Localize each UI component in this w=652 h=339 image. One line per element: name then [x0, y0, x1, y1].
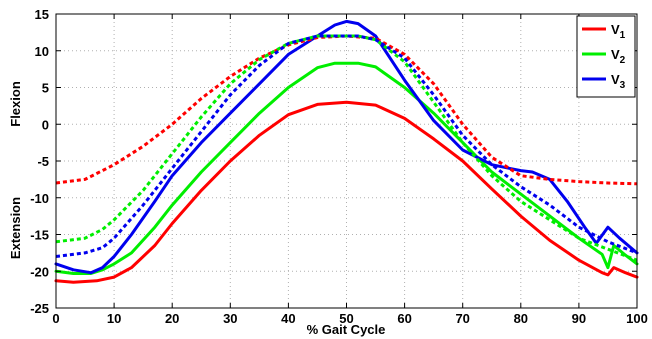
legend-label-letter: V: [611, 47, 620, 62]
x-tick-label: 60: [397, 311, 411, 326]
series-line-2: [54, 61, 639, 275]
y-tick-label: 15: [35, 7, 49, 22]
legend-label-subscript: 2: [620, 55, 626, 66]
y-tick-label: 5: [42, 81, 49, 96]
x-tick-label: 40: [281, 311, 295, 326]
legend-label: V1: [611, 22, 626, 41]
x-axis-title: % Gait Cycle: [307, 322, 386, 337]
x-tick-label: 0: [52, 311, 59, 326]
legend-label: V3: [611, 72, 626, 91]
legend-label-subscript: 3: [620, 80, 626, 91]
x-tick-label: 90: [572, 311, 586, 326]
x-tick-labels: 0 10 20 30 40 50 60 70 80 90 100: [52, 311, 647, 326]
legend-label-subscript: 1: [620, 30, 626, 41]
series-line-3: [54, 19, 639, 275]
y-axis-label-extension: Extension: [8, 197, 23, 259]
y-tick-label: -15: [30, 228, 49, 243]
y-tick-labels: -25 -20 -15 -10 -5 0 5 10 15: [30, 7, 49, 316]
x-tick-label: 50: [339, 311, 353, 326]
legend-label-letter: V: [611, 22, 620, 37]
series-line-1: [54, 100, 639, 284]
series-layer: [54, 19, 639, 284]
y-tick-label: -5: [37, 154, 49, 169]
y-tick-label: 10: [35, 44, 49, 59]
legend-label: V2: [611, 47, 626, 66]
x-tick-label: 100: [626, 311, 648, 326]
series-line-5: [55, 34, 638, 262]
series-line-4: [55, 34, 638, 186]
x-tick-label: 30: [223, 311, 237, 326]
legend-label-letter: V: [611, 72, 620, 87]
y-tick-label: -20: [30, 264, 49, 279]
y-axis-label-flexion: Flexion: [8, 81, 23, 127]
x-tick-label: 20: [165, 311, 179, 326]
series-line-6: [55, 34, 638, 258]
axis-ticks: [55, 13, 638, 309]
x-tick-label: 70: [455, 311, 469, 326]
y-tick-label: 0: [42, 117, 49, 132]
y-tick-label: -10: [30, 191, 49, 206]
x-tick-label: 10: [107, 311, 121, 326]
x-tick-label: 80: [514, 311, 528, 326]
y-tick-label: -25: [30, 301, 49, 316]
